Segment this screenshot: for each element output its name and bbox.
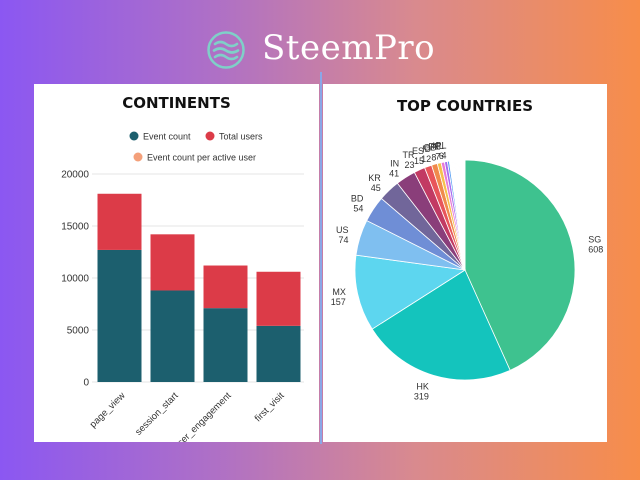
wave-logo-icon <box>207 31 245 69</box>
brand-name: SteemPro <box>262 28 436 68</box>
continents-panel: CONTINENTS Event count Total users Event c… <box>34 84 319 442</box>
bar-segment-event-count <box>256 325 301 382</box>
bar-segment-total-users <box>97 193 142 250</box>
pie-label: TR <box>402 150 414 160</box>
y-tick-label: 15000 <box>61 222 89 233</box>
continents-title: CONTINENTS <box>122 94 231 112</box>
pie-value: 23 <box>404 160 414 170</box>
pie-value: 54 <box>353 203 363 213</box>
continents-bar-chart: Event count Total users Event count per ac… <box>61 131 304 442</box>
x-tick-label: session_start <box>133 390 181 438</box>
pie-label: HK <box>416 382 429 392</box>
pie-slice-hk <box>371 269 511 381</box>
pie-label: IN <box>390 158 399 168</box>
legend-label: Event count <box>143 132 191 142</box>
pie-label: ES <box>412 146 424 156</box>
top-countries-pie-chart: SG608HK319MX157US74BD54KR45IN41TR23ES15I… <box>331 140 603 402</box>
y-tick-label: 20000 <box>61 170 89 181</box>
pie-label: NL <box>432 141 444 151</box>
pie-value: 608 <box>588 245 603 255</box>
pie-label: SG <box>588 235 601 245</box>
bar-segment-total-users <box>256 271 301 326</box>
pie-value: 12 <box>421 154 431 164</box>
pie-label: PE <box>428 142 440 152</box>
x-tick-label: page_view <box>88 390 128 430</box>
top-countries-title: TOP COUNTRIES <box>396 97 534 115</box>
bar-segment-event-count <box>97 249 142 382</box>
pie-label: BD <box>351 193 364 203</box>
legend-label: Event count per active user <box>147 153 256 163</box>
brand-header: SteemPro <box>0 26 640 72</box>
legend-marker <box>205 131 215 141</box>
bar-segment-total-users <box>150 234 195 291</box>
pie-value: 15 <box>414 156 424 166</box>
pie-slice-sg <box>464 159 576 371</box>
bar-segment-event-count <box>203 308 248 382</box>
y-tick-label: 0 <box>83 378 89 389</box>
top-countries-panel: TOP COUNTRIES SG 608 HK 319 MX 157 US 74 BD 54 KR 4… <box>323 84 607 442</box>
pie-label: ID <box>422 144 432 154</box>
pie-value: 157 <box>331 297 346 307</box>
pie-value: 74 <box>338 235 348 245</box>
pie-value: 41 <box>389 168 399 178</box>
legend-marker <box>129 131 139 141</box>
bar-segment-event-count <box>150 290 195 382</box>
pie-value: 4 <box>442 150 447 160</box>
pie-value: 319 <box>414 392 429 402</box>
y-tick-label: 10000 <box>61 274 89 285</box>
x-tick-label: user_engagement <box>172 390 234 442</box>
pie-value: 7 <box>435 152 440 162</box>
pie-value: 6 <box>439 151 444 161</box>
pie-label: MX <box>332 287 346 297</box>
pie-label: US <box>336 225 349 235</box>
bar-segment-total-users <box>203 265 248 309</box>
y-tick-label: 5000 <box>67 326 90 337</box>
panel-divider <box>320 72 322 444</box>
legend-marker <box>133 152 143 162</box>
pie-label: KR <box>368 173 381 183</box>
x-tick-label: first_visit <box>253 390 287 424</box>
legend-label: Total users <box>219 132 263 142</box>
pie-label: PL <box>436 140 447 150</box>
pie-label: GB <box>423 142 436 152</box>
pie-slice-mx <box>354 254 467 330</box>
pie-value: 45 <box>371 183 381 193</box>
pie-value: 8 <box>431 152 436 162</box>
